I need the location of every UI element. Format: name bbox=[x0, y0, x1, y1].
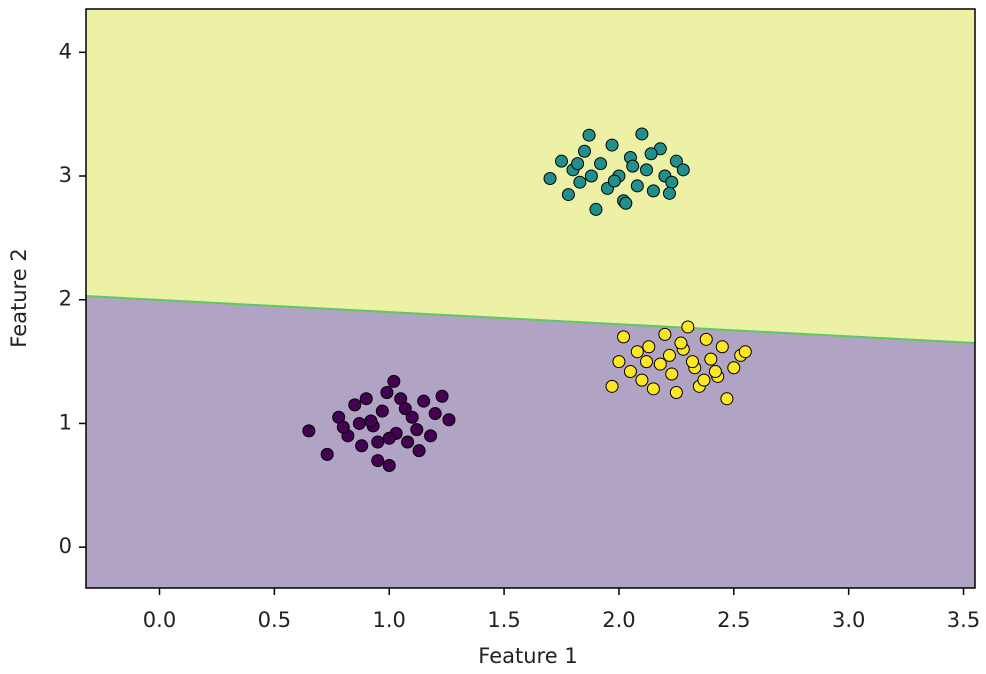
point bbox=[584, 169, 598, 183]
point bbox=[355, 439, 369, 453]
point bbox=[612, 355, 626, 369]
point bbox=[644, 147, 658, 161]
plot-frame bbox=[85, 8, 976, 589]
x-tick-label: 2.5 bbox=[717, 608, 750, 632]
y-tick-label: 1 bbox=[59, 410, 72, 434]
point bbox=[720, 392, 734, 406]
point bbox=[640, 163, 654, 177]
point bbox=[594, 157, 608, 171]
point bbox=[658, 327, 672, 341]
upper-region bbox=[86, 9, 975, 344]
x-tick-label: 0.0 bbox=[143, 608, 176, 632]
point bbox=[543, 171, 557, 185]
point bbox=[623, 364, 637, 378]
point bbox=[619, 196, 633, 210]
point bbox=[571, 157, 585, 171]
point bbox=[435, 389, 449, 403]
point bbox=[640, 355, 654, 369]
point bbox=[665, 367, 679, 381]
y-tick-label: 0 bbox=[59, 534, 72, 558]
point bbox=[665, 175, 679, 189]
point bbox=[387, 374, 401, 388]
point bbox=[573, 175, 587, 189]
point bbox=[605, 379, 619, 393]
point bbox=[646, 382, 660, 396]
point bbox=[410, 423, 424, 437]
point bbox=[617, 330, 631, 344]
point bbox=[607, 174, 621, 188]
point bbox=[605, 138, 619, 152]
point bbox=[348, 398, 362, 412]
y-tick-label: 2 bbox=[59, 287, 72, 311]
point bbox=[371, 435, 385, 449]
point bbox=[428, 407, 442, 421]
point bbox=[577, 144, 591, 158]
point bbox=[320, 447, 334, 461]
point bbox=[676, 163, 690, 177]
point bbox=[336, 420, 350, 434]
point bbox=[359, 392, 373, 406]
point bbox=[669, 154, 683, 168]
y-tick-label: 4 bbox=[59, 39, 72, 63]
point bbox=[681, 320, 695, 334]
point bbox=[699, 332, 713, 346]
point bbox=[626, 159, 640, 173]
x-tick-label: 0.5 bbox=[258, 608, 291, 632]
point bbox=[630, 345, 644, 359]
point bbox=[424, 429, 438, 443]
point bbox=[401, 435, 415, 449]
point bbox=[662, 348, 676, 362]
point bbox=[302, 424, 316, 438]
x-tick-label: 1.0 bbox=[373, 608, 406, 632]
point bbox=[708, 364, 722, 378]
point bbox=[405, 410, 419, 424]
point bbox=[697, 373, 711, 387]
point bbox=[561, 188, 575, 202]
point bbox=[635, 127, 649, 141]
point bbox=[352, 416, 366, 430]
point bbox=[715, 340, 729, 354]
point bbox=[642, 340, 656, 354]
point bbox=[738, 345, 752, 359]
point bbox=[704, 352, 718, 366]
point bbox=[382, 431, 396, 445]
y-tick-label: 3 bbox=[59, 163, 72, 187]
x-axis-label: Feature 1 bbox=[478, 644, 577, 668]
point bbox=[635, 373, 649, 387]
point bbox=[653, 357, 667, 371]
x-tick-label: 3.5 bbox=[947, 608, 980, 632]
point bbox=[442, 413, 456, 427]
x-tick-label: 3.0 bbox=[832, 608, 865, 632]
point bbox=[662, 186, 676, 200]
lower-region bbox=[86, 296, 975, 588]
point bbox=[375, 404, 389, 418]
y-axis-label: Feature 2 bbox=[7, 248, 31, 347]
point bbox=[674, 336, 688, 350]
point bbox=[630, 179, 644, 193]
point bbox=[685, 355, 699, 369]
point bbox=[417, 394, 431, 408]
point bbox=[371, 454, 385, 468]
point bbox=[646, 184, 660, 198]
x-tick-label: 2.0 bbox=[602, 608, 635, 632]
point bbox=[669, 386, 683, 400]
point bbox=[412, 444, 426, 458]
point bbox=[364, 414, 378, 428]
point bbox=[727, 361, 741, 375]
decision-boundary bbox=[85, 295, 976, 345]
point bbox=[382, 459, 396, 473]
x-tick-label: 1.5 bbox=[487, 608, 520, 632]
point bbox=[582, 128, 596, 142]
point bbox=[398, 402, 412, 416]
point bbox=[555, 154, 569, 168]
point bbox=[380, 386, 394, 400]
point bbox=[589, 202, 603, 216]
